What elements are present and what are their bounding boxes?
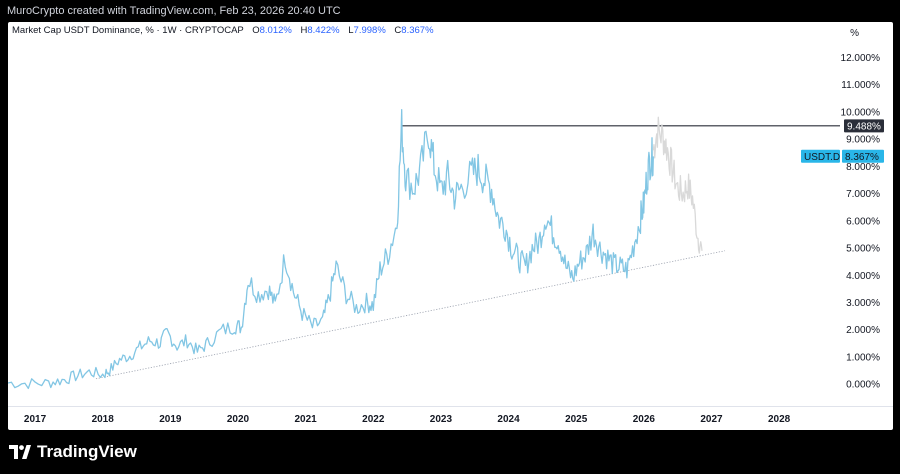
y-tick-label: 3.000% [846, 298, 880, 309]
series-line-main [8, 109, 654, 390]
x-tick-label: 2028 [768, 414, 791, 425]
support-trendline [95, 250, 726, 380]
current-tag-value: 8.367% [845, 152, 879, 163]
legend-open-key: O [252, 25, 260, 36]
y-tick-label: 1.000% [846, 352, 880, 363]
x-tick-label: 2027 [700, 414, 723, 425]
x-tick-label: 2021 [295, 414, 318, 425]
x-tick-label: 2018 [92, 414, 115, 425]
symbol-legend: Market Cap USDT Dominance, % · 1W · CRYP… [12, 25, 434, 36]
resistance-tag-bg [844, 119, 884, 133]
current-tag-bg [842, 149, 884, 163]
legend-high-key: H [300, 25, 308, 36]
x-tick-label: 2025 [565, 414, 588, 425]
tradingview-logo[interactable]: TradingView [9, 442, 137, 462]
legend-open-value: 8.012% [259, 25, 292, 36]
y-tick-label: 7.000% [846, 189, 880, 200]
legend-high-value: 8.422% [307, 25, 340, 36]
tradingview-logo-icon [9, 445, 31, 459]
chart-svg[interactable]: 0.000% 1.000% 2.000% 3.000% 4.000% 5.000% 6.00… [8, 22, 893, 430]
resistance-tag-value: 9.488% [847, 121, 881, 132]
y-tick-label: 10.000% [841, 107, 881, 118]
symbol-tag-bg [801, 149, 840, 163]
legend-low-value: 7.998% [353, 25, 386, 36]
axis-unit-label: % [850, 28, 859, 39]
y-tick-label: 9.000% [846, 135, 880, 146]
x-tick-label: 2017 [24, 414, 47, 425]
tradingview-brand: TradingView [37, 442, 137, 461]
y-tick-label: 6.000% [846, 216, 880, 227]
x-tick-label: 2019 [159, 414, 182, 425]
attribution-bar: MuroCrypto created with TradingView.com,… [0, 0, 900, 22]
footer: TradingView [0, 430, 900, 474]
y-tick-label: 0.000% [846, 380, 880, 391]
legend-low-key: L [348, 25, 354, 36]
current-price-tag: USDT.D 8.367% [801, 149, 884, 163]
x-tick-label: 2024 [497, 414, 520, 425]
resistance-price-tag: 9.488% [844, 119, 884, 133]
y-tick-label: 12.000% [841, 53, 881, 64]
y-tick-label: 4.000% [846, 271, 880, 282]
y-tick-label: 5.000% [846, 244, 880, 255]
y-tick-label: 11.000% [841, 80, 880, 91]
y-tick-label: 8.000% [846, 162, 880, 173]
y-tick-label: 2.000% [846, 325, 880, 336]
x-tick-label: 2023 [430, 414, 453, 425]
x-tick-label: 2022 [362, 414, 385, 425]
chart-panel[interactable]: 0.000% 1.000% 2.000% 3.000% 4.000% 5.000% 6.00… [8, 22, 893, 430]
legend-close-value: 8.367% [401, 25, 434, 36]
series-line-projection [652, 116, 703, 254]
attribution-text: MuroCrypto created with TradingView.com,… [7, 5, 341, 17]
legend-close-key: C [394, 25, 402, 36]
x-tick-label: 2026 [633, 414, 656, 425]
legend-title: Market Cap USDT Dominance, % · 1W · CRYP… [12, 25, 244, 36]
x-tick-label: 2020 [227, 414, 250, 425]
symbol-tag-label: USDT.D [804, 152, 840, 163]
